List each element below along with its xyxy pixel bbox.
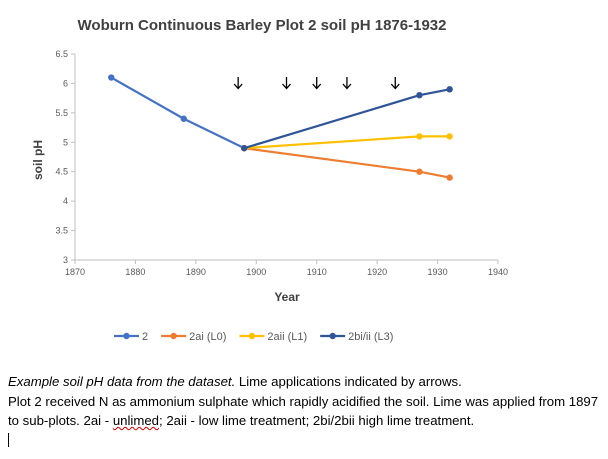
text-cursor[interactable] <box>8 432 9 447</box>
data-point <box>416 133 423 140</box>
data-point <box>180 115 187 122</box>
legend-item: 2 <box>114 331 148 343</box>
caption-line-1-rest: Lime applications indicated by arrows. <box>235 374 462 389</box>
soil-ph-chart: Woburn Continuous Barley Plot 2 soil pH … <box>31 17 508 343</box>
data-point <box>416 92 423 99</box>
arrow-head <box>233 83 243 90</box>
legend-label: 2aii (L1) <box>267 331 307 343</box>
caption-italic-lead: Example soil pH data from the dataset. <box>8 374 236 389</box>
y-axis-label: soil pH <box>31 140 45 180</box>
data-point <box>446 174 453 181</box>
caption-text-a: Plot 2 received N as ammonium sulphate w… <box>8 393 599 429</box>
y-tick-label: 5 <box>63 137 68 147</box>
y-tick-label: 5.5 <box>55 108 68 118</box>
chart-title: Woburn Continuous Barley Plot 2 soil pH … <box>78 17 447 34</box>
caption-text-b: ; 2aii - low lime treatment; 2bi/2bii hi… <box>159 413 475 428</box>
legend-swatch-marker <box>248 332 256 340</box>
series-line <box>110 76 245 150</box>
legend-swatch-marker <box>170 332 177 340</box>
legend-label: 2 <box>142 331 148 343</box>
x-tick-label: 1900 <box>246 267 266 277</box>
legend-item: 2bi/ii (L3) <box>320 331 393 343</box>
legend-swatch-marker <box>123 332 130 340</box>
caption-line-2: Plot 2 received N as ammonium sulphate w… <box>8 392 606 431</box>
x-tick-label: 1910 <box>307 267 327 277</box>
legend-item: 2ai (L0) <box>161 331 226 343</box>
data-point <box>446 133 453 140</box>
data-point <box>108 74 115 81</box>
arrow-head <box>342 83 352 90</box>
figure-caption: Example soil pH data from the dataset. L… <box>8 372 606 447</box>
series-2ai-l0- <box>241 144 453 181</box>
y-tick-label: 3 <box>63 255 68 265</box>
x-tick-label: 1920 <box>367 267 387 277</box>
series-2aii-l1- <box>241 133 453 152</box>
x-tick-label: 1940 <box>488 267 508 277</box>
y-tick-label: 4.5 <box>55 167 68 177</box>
legend-label: 2bi/ii (L3) <box>348 331 393 343</box>
legend-label: 2ai (L0) <box>189 331 226 343</box>
y-tick-label: 6 <box>63 78 68 88</box>
arrow-head <box>390 83 400 90</box>
data-point <box>241 144 248 152</box>
spell-flagged-word: unlimed <box>112 413 160 428</box>
x-tick-label: 1880 <box>125 267 145 277</box>
lime-arrow-icon <box>390 77 400 90</box>
lime-arrow-icon <box>233 77 243 90</box>
x-tick-label: 1890 <box>186 267 206 277</box>
x-tick-label: 1870 <box>65 267 85 277</box>
lime-arrow-icon <box>342 77 352 90</box>
x-axis-label: Year <box>274 290 300 304</box>
legend-swatch-marker <box>329 332 336 340</box>
legend-item: 2aii (L1) <box>239 331 307 343</box>
y-tick-label: 3.5 <box>55 226 68 236</box>
lime-arrow-icon <box>312 77 322 90</box>
data-point <box>416 168 423 175</box>
series-2bi-ii-l3- <box>241 86 453 152</box>
series-2 <box>108 74 248 152</box>
y-tick-label: 6.5 <box>55 49 68 59</box>
data-point <box>446 86 453 93</box>
x-tick-label: 1930 <box>428 267 448 277</box>
arrow-head <box>282 83 291 90</box>
y-tick-label: 4 <box>63 196 68 206</box>
arrow-head <box>312 83 322 90</box>
caption-line-1: Example soil pH data from the dataset. L… <box>8 372 606 392</box>
lime-arrow-icon <box>282 77 291 90</box>
